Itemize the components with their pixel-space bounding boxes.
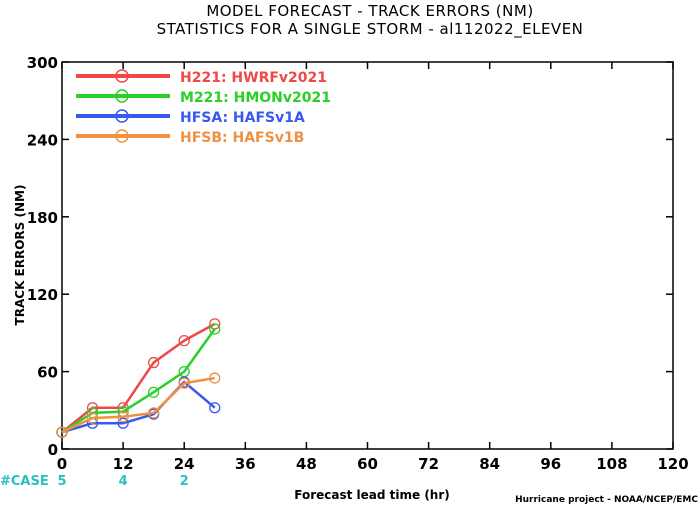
y-tick-label: 300 (27, 54, 58, 72)
x-tick-label: 108 (596, 455, 627, 473)
x-tick-label: 120 (657, 455, 688, 473)
x-tick-label: 96 (540, 455, 561, 473)
legend-marker (115, 129, 129, 143)
data-point (178, 377, 190, 389)
y-axis: 0 60 120 180 240 300 (27, 54, 673, 459)
x-tick-label: 0 (57, 455, 67, 473)
data-point (147, 386, 160, 398)
case-count: 2 (180, 474, 189, 489)
data-point (209, 402, 221, 414)
legend-label: H221: HWRFv2021 (180, 70, 327, 86)
credit-text: Hurricane project - NOAA/NCEP/EMC (515, 495, 698, 505)
series-line-3 (61, 380, 216, 434)
data-point (56, 426, 68, 438)
y-tick-label: 0 (48, 441, 58, 459)
data-point (209, 372, 221, 384)
y-tick-label: 240 (27, 131, 58, 149)
y-tick-label: 120 (27, 286, 58, 304)
series-group (56, 318, 221, 438)
y-tick-label: 180 (27, 209, 58, 227)
data-point (209, 318, 221, 330)
legend-label: M221: HMONv2021 (180, 90, 331, 106)
legend-marker (115, 89, 129, 103)
x-tick-label: 48 (296, 455, 317, 473)
case-label: #CASE (0, 474, 49, 489)
data-point (147, 356, 160, 369)
x-tick-label: 36 (235, 455, 256, 473)
legend-marker (115, 109, 129, 123)
legend-label: HFSB: HAFSv1B (180, 130, 304, 146)
case-counts: #CASE 5 4 2 (0, 474, 189, 489)
legend-label: HFSA: HAFSv1A (180, 110, 305, 126)
data-point (117, 417, 129, 429)
x-tick-label: 60 (357, 455, 378, 473)
y-axis-label: TRACK ERRORS (NM) (13, 185, 27, 326)
data-point (209, 323, 221, 335)
data-point (86, 412, 99, 424)
case-count: 5 (57, 474, 66, 489)
x-tick-label: 72 (418, 455, 439, 473)
x-tick-label: 12 (113, 455, 134, 473)
data-point (117, 411, 129, 423)
legend: H221: HWRFv2021 M221: HMONv2021 HFSA: HAFS… (76, 69, 331, 146)
legend-marker (115, 69, 129, 83)
x-tick-label: 84 (479, 455, 500, 473)
data-point (178, 334, 190, 347)
x-tick-label: 24 (174, 455, 195, 473)
y-tick-label: 60 (37, 364, 58, 382)
x-axis: 0 12 24 36 48 60 72 84 96 108 120 (57, 62, 689, 473)
case-count: 4 (119, 474, 128, 489)
chart-subtitle: STATISTICS FOR A SINGLE STORM - al112022… (157, 20, 584, 39)
chart-title: MODEL FORECAST - TRACK ERRORS (NM) (206, 2, 533, 20)
x-axis-label: Forecast lead time (hr) (294, 488, 450, 502)
series-line-2 (61, 328, 216, 434)
data-point (147, 407, 160, 419)
